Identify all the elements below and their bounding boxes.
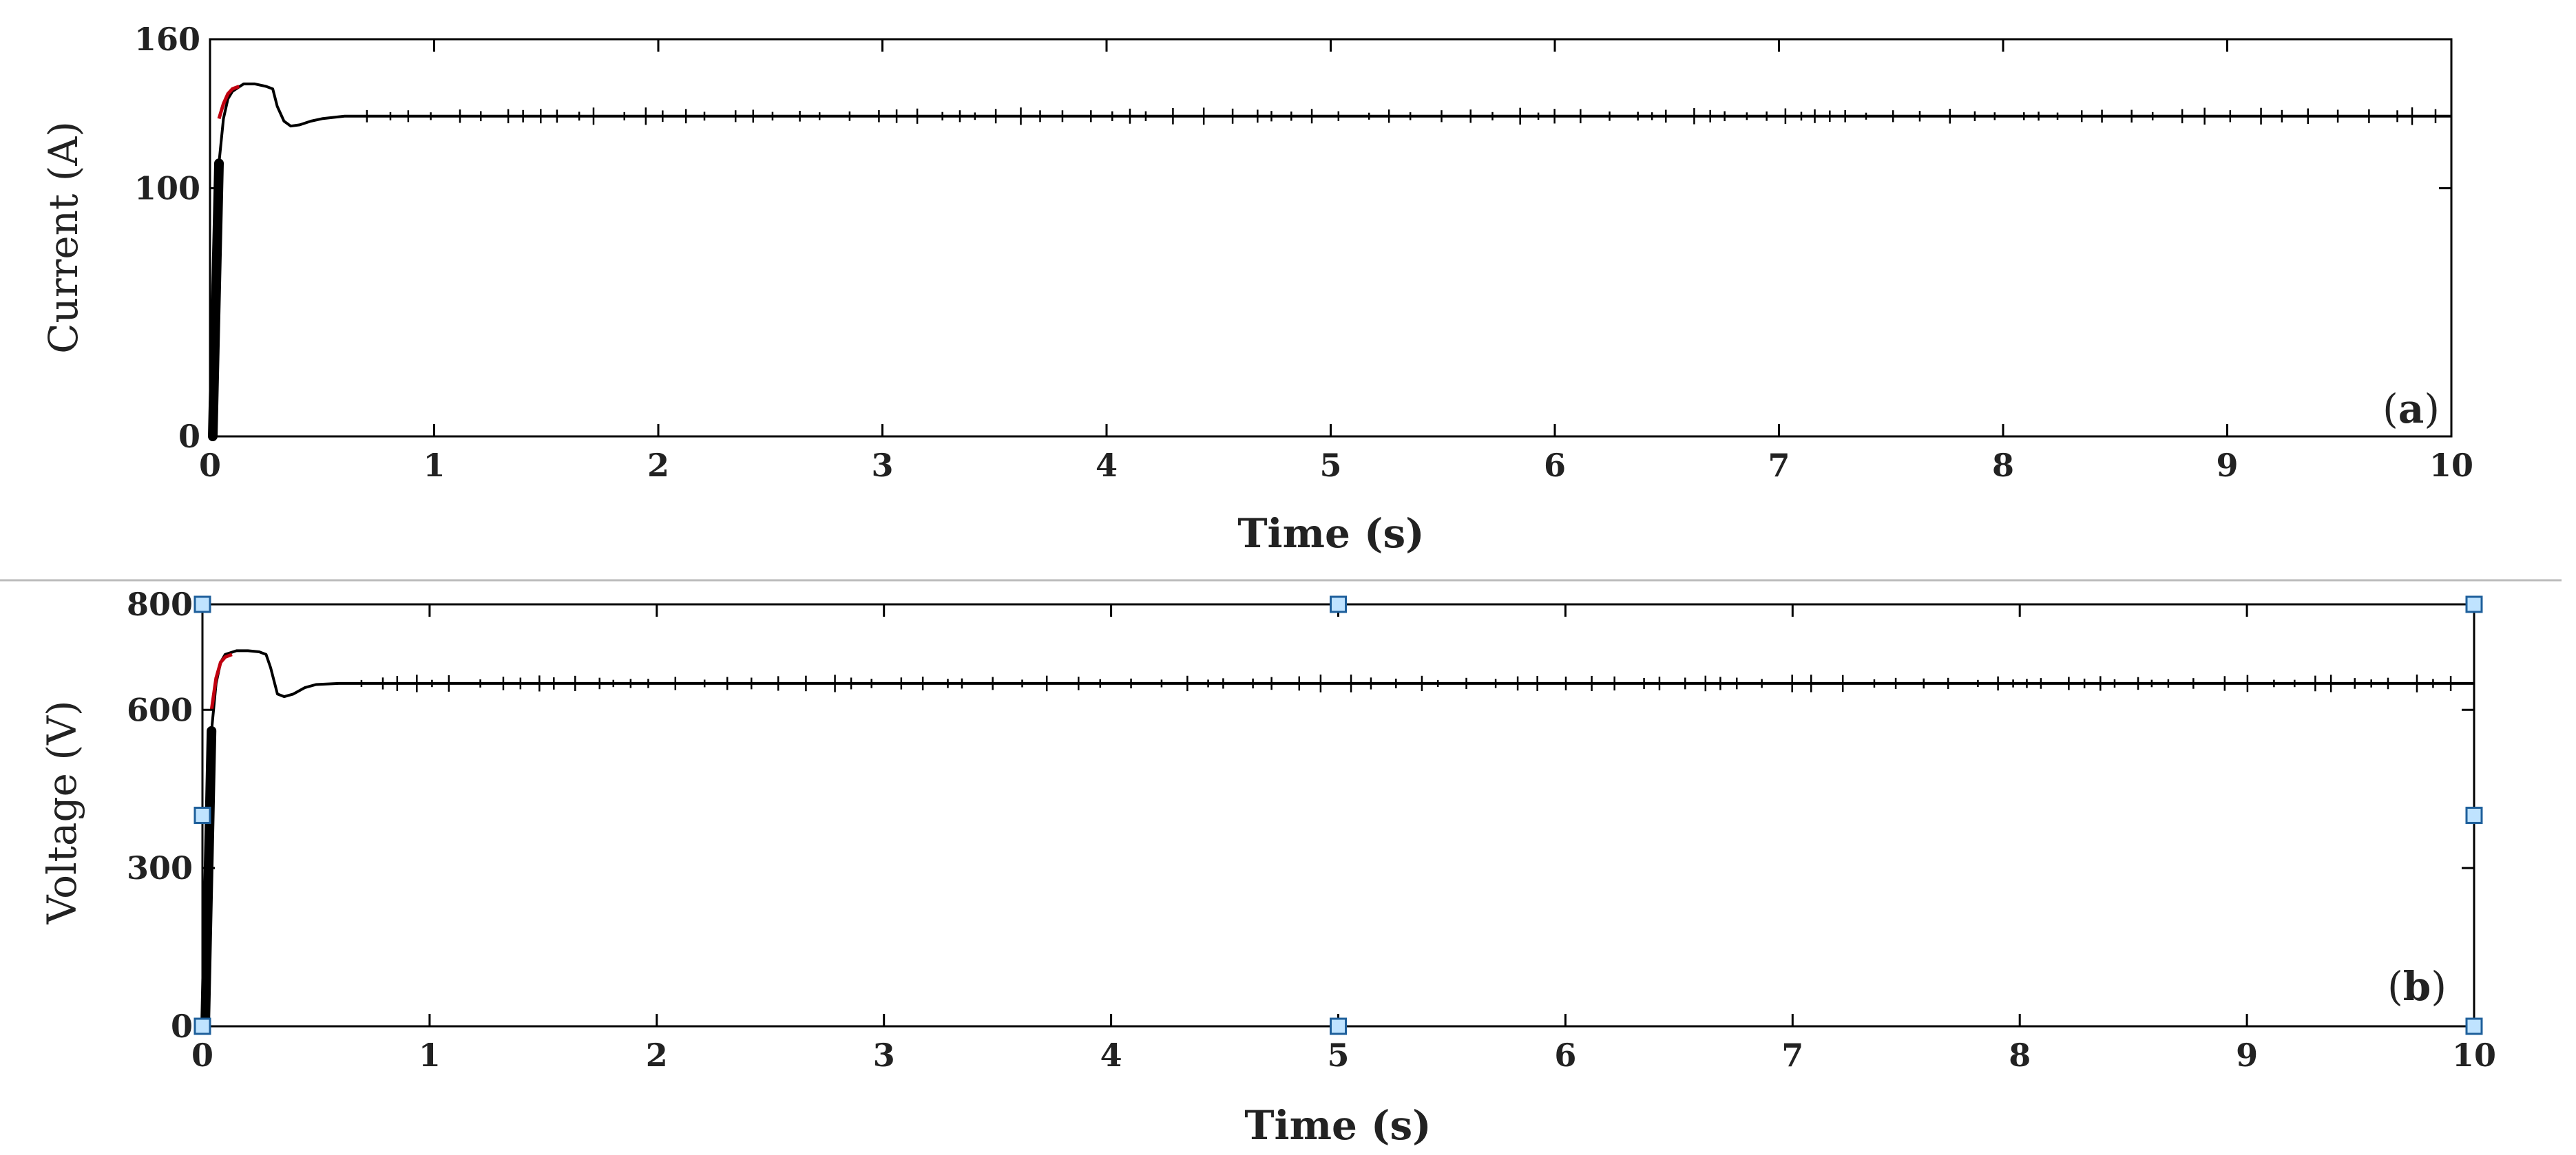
current-xtick-label: 8	[1992, 447, 2014, 484]
selection-handle[interactable]	[193, 1017, 211, 1035]
current-xtick-label: 10	[2429, 447, 2473, 484]
current-plot-frame	[209, 38, 2453, 438]
voltage-panel-label-letter: b	[2403, 963, 2431, 1010]
voltage-xtick-label: 8	[2009, 1037, 2031, 1074]
voltage-panel-label: (b)	[2387, 963, 2447, 1010]
selection-handle[interactable]	[2465, 807, 2483, 824]
voltage-rise-trace	[200, 725, 217, 1031]
voltage-xtick-label: 3	[873, 1037, 895, 1074]
selection-handle[interactable]	[193, 595, 211, 613]
current-xtick-label: 2	[647, 447, 669, 484]
selection-handle[interactable]	[1330, 595, 1347, 613]
current-ytick-label: 160	[134, 21, 200, 58]
voltage-xlabel: Time (s)	[1244, 1102, 1431, 1149]
current-ytick-label: 100	[134, 169, 200, 206]
current-xtick-label: 6	[1544, 447, 1566, 484]
voltage-ytick-label: 600	[127, 691, 193, 728]
voltage-panel-label-close: )	[2431, 963, 2447, 1010]
current-panel-label-letter: a	[2398, 385, 2425, 432]
voltage-xtick-label: 4	[1100, 1037, 1122, 1074]
current-xtick-label: 3	[871, 447, 893, 484]
current-panel-label-open: (	[2383, 385, 2398, 432]
voltage-chart-panel: 0 1 2 3 4 5 6 7 8 9 10 0 300 600 800 Voltage (V) Time …	[39, 586, 2496, 1149]
selection-handle[interactable]	[2465, 595, 2483, 613]
current-xtick-label: 7	[1768, 447, 1790, 484]
voltage-xtick-label: 7	[1781, 1037, 1803, 1074]
current-xtick-label: 0	[199, 447, 221, 484]
current-ylabel: Current (A)	[40, 121, 87, 354]
current-traces	[208, 82, 2451, 441]
selection-handle[interactable]	[2465, 1017, 2483, 1035]
voltage-xtick-label: 1	[419, 1037, 441, 1074]
voltage-ylabel: Voltage (V)	[39, 701, 85, 925]
current-main-trace	[209, 82, 2451, 437]
current-xtick-label: 1	[423, 447, 445, 484]
current-rise-trace	[208, 158, 224, 441]
voltage-ytick-label: 800	[127, 586, 193, 623]
voltage-xtick-label: 5	[1327, 1037, 1349, 1074]
current-panel-label: (a)	[2383, 385, 2440, 432]
voltage-startup-trace	[209, 653, 233, 710]
selection-handle[interactable]	[1330, 1017, 1347, 1035]
current-xlabel: Time (s)	[1237, 510, 1424, 557]
voltage-ytick-label: 0	[171, 1008, 193, 1045]
selection-handles[interactable]	[193, 595, 2483, 1035]
voltage-xtick-label: 10	[2452, 1037, 2496, 1074]
voltage-traces	[200, 649, 2474, 1031]
voltage-xtick-label: 6	[1554, 1037, 1576, 1074]
voltage-xtick-label: 9	[2236, 1037, 2258, 1074]
current-xtick-label: 4	[1096, 447, 1118, 484]
current-startup-trace	[217, 85, 240, 120]
selection-handle[interactable]	[193, 807, 211, 824]
current-ytick-label: 0	[178, 418, 200, 455]
voltage-axis-ticks: 0 1 2 3 4 5 6 7 8 9 10 0 300 600 800	[127, 586, 2496, 1074]
voltage-ytick-label: 300	[127, 849, 193, 887]
voltage-plot-frame	[201, 603, 2475, 1028]
voltage-xtick-label: 0	[191, 1037, 213, 1074]
current-xtick-label: 5	[1319, 447, 1341, 484]
voltage-xtick-label: 2	[646, 1037, 668, 1074]
current-xtick-label: 9	[2216, 447, 2238, 484]
voltage-panel-label-open: (	[2387, 963, 2403, 1010]
current-panel-label-close: )	[2424, 385, 2440, 432]
